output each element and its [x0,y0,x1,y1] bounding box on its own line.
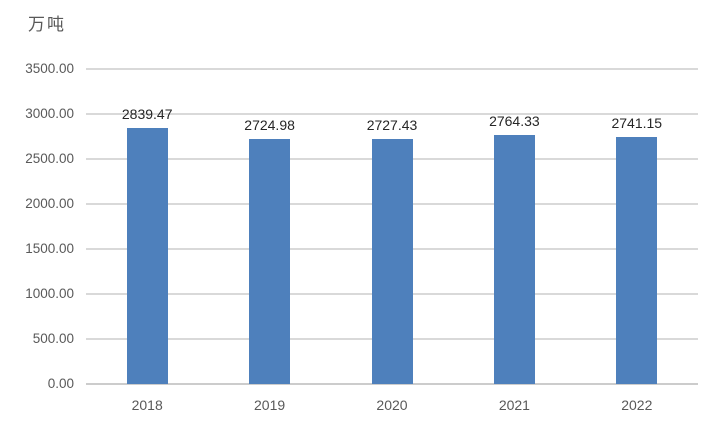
y-axis-tick-label: 1000.00 [25,286,74,301]
bar-2020[interactable] [371,139,413,384]
x-axis-tick-label-2020: 2020 [376,397,408,413]
y-axis-tick-label: 1500.00 [25,241,74,256]
x-axis-tick-label-2022: 2022 [621,397,653,413]
data-label-2022: 2741.15 [611,115,663,131]
data-label-2020: 2727.43 [366,117,418,133]
bar-2018[interactable] [126,128,168,384]
y-gridline [86,113,698,115]
y-axis-tick-label: 0.00 [47,376,74,391]
y-gridline [86,68,698,70]
x-axis-tick-label-2019: 2019 [254,397,286,413]
bar-2022[interactable] [616,137,658,384]
y-axis-tick-label: 500.00 [32,331,74,346]
y-axis-tick-label: 2000.00 [25,196,74,211]
bar-2021[interactable] [493,135,535,384]
bar-2019[interactable] [249,139,291,384]
x-axis-line [86,383,698,385]
y-axis-tick-label: 3000.00 [25,106,74,121]
x-axis-tick-label-2021: 2021 [498,397,530,413]
y-axis-tick-label: 2500.00 [25,151,74,166]
data-label-2019: 2724.98 [244,117,295,133]
y-axis-tick-label: 3500.00 [25,61,74,76]
chart-unit-label: 万吨 [28,15,66,34]
data-label-2021: 2764.33 [489,113,540,129]
data-label-2018: 2839.47 [121,106,173,122]
x-axis-tick-label-2018: 2018 [131,397,163,413]
